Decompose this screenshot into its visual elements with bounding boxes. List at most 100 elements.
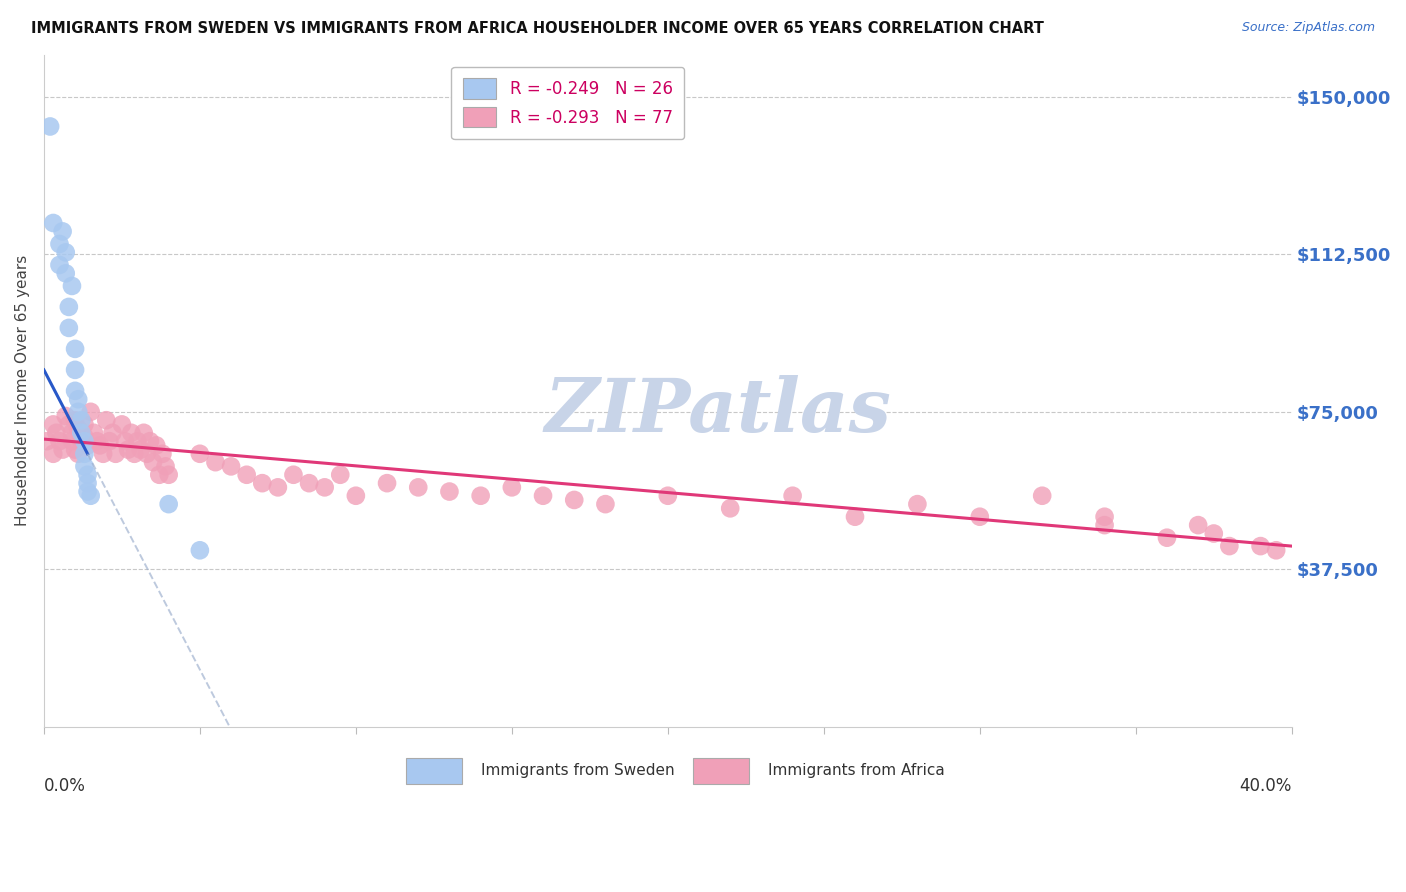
Point — [98, 434, 121, 449]
Point — [329, 467, 352, 482]
Point — [117, 442, 139, 457]
Point — [124, 447, 146, 461]
Point — [148, 467, 170, 482]
Point — [76, 467, 98, 482]
Point — [58, 321, 80, 335]
Point — [283, 467, 305, 482]
Point — [86, 434, 108, 449]
Point — [188, 543, 211, 558]
Point — [60, 279, 83, 293]
Point — [155, 459, 177, 474]
Point — [35, 434, 58, 449]
Point — [1218, 539, 1240, 553]
Point — [132, 425, 155, 440]
Text: 0.0%: 0.0% — [44, 777, 86, 795]
Point — [55, 409, 77, 423]
Point — [844, 509, 866, 524]
Point — [1265, 543, 1288, 558]
Point — [406, 480, 429, 494]
Point — [83, 425, 105, 440]
Point — [63, 342, 86, 356]
Point — [73, 434, 96, 449]
Point — [70, 425, 93, 440]
Point — [104, 447, 127, 461]
Point — [76, 438, 98, 452]
Point — [63, 363, 86, 377]
Point — [48, 434, 70, 449]
Point — [1094, 518, 1116, 533]
Point — [298, 476, 321, 491]
Point — [252, 476, 274, 491]
Point — [42, 417, 65, 432]
Point — [67, 405, 90, 419]
Point — [63, 442, 86, 457]
Point — [905, 497, 928, 511]
Text: IMMIGRANTS FROM SWEDEN VS IMMIGRANTS FROM AFRICA HOUSEHOLDER INCOME OVER 65 YEAR: IMMIGRANTS FROM SWEDEN VS IMMIGRANTS FRO… — [31, 21, 1043, 37]
Point — [42, 447, 65, 461]
Point — [48, 258, 70, 272]
Point — [204, 455, 226, 469]
Point — [73, 417, 96, 432]
Point — [58, 417, 80, 432]
Text: Immigrants from Sweden: Immigrants from Sweden — [481, 764, 675, 779]
Point — [73, 447, 96, 461]
Point — [782, 489, 804, 503]
Point — [39, 120, 62, 134]
Point — [595, 497, 617, 511]
Point — [67, 421, 90, 435]
Point — [67, 392, 90, 407]
Point — [969, 509, 991, 524]
Point — [135, 447, 157, 461]
Point — [58, 300, 80, 314]
Point — [152, 447, 174, 461]
Point — [114, 434, 136, 449]
Point — [73, 459, 96, 474]
Point — [657, 489, 679, 503]
Text: Source: ZipAtlas.com: Source: ZipAtlas.com — [1241, 21, 1375, 35]
FancyBboxPatch shape — [693, 758, 749, 783]
Point — [55, 266, 77, 280]
Point — [718, 501, 741, 516]
Point — [45, 425, 67, 440]
Point — [60, 425, 83, 440]
Point — [48, 237, 70, 252]
Point — [470, 489, 492, 503]
Point — [63, 413, 86, 427]
Point — [120, 425, 142, 440]
Point — [188, 447, 211, 461]
Legend: R = -0.249   N = 26, R = -0.293   N = 77: R = -0.249 N = 26, R = -0.293 N = 77 — [451, 67, 685, 139]
Point — [1031, 489, 1053, 503]
Point — [79, 489, 101, 503]
Point — [89, 438, 111, 452]
Point — [60, 434, 83, 449]
Point — [139, 434, 162, 449]
Point — [129, 442, 152, 457]
Point — [562, 492, 585, 507]
Point — [111, 417, 134, 432]
Point — [55, 245, 77, 260]
Point — [157, 467, 180, 482]
Point — [70, 413, 93, 427]
Point — [439, 484, 461, 499]
Point — [501, 480, 523, 494]
Point — [96, 413, 118, 427]
Point — [42, 216, 65, 230]
Point — [344, 489, 367, 503]
Point — [76, 476, 98, 491]
Point — [145, 438, 167, 452]
Point — [314, 480, 336, 494]
Point — [52, 442, 75, 457]
Point — [1187, 518, 1209, 533]
Point — [375, 476, 398, 491]
Point — [63, 384, 86, 398]
Point — [1202, 526, 1225, 541]
Point — [101, 425, 124, 440]
Point — [1094, 509, 1116, 524]
Point — [52, 224, 75, 238]
Point — [76, 484, 98, 499]
Text: ZIPatlas: ZIPatlas — [544, 375, 891, 447]
Point — [235, 467, 257, 482]
Point — [219, 459, 242, 474]
Point — [67, 447, 90, 461]
Point — [142, 455, 165, 469]
